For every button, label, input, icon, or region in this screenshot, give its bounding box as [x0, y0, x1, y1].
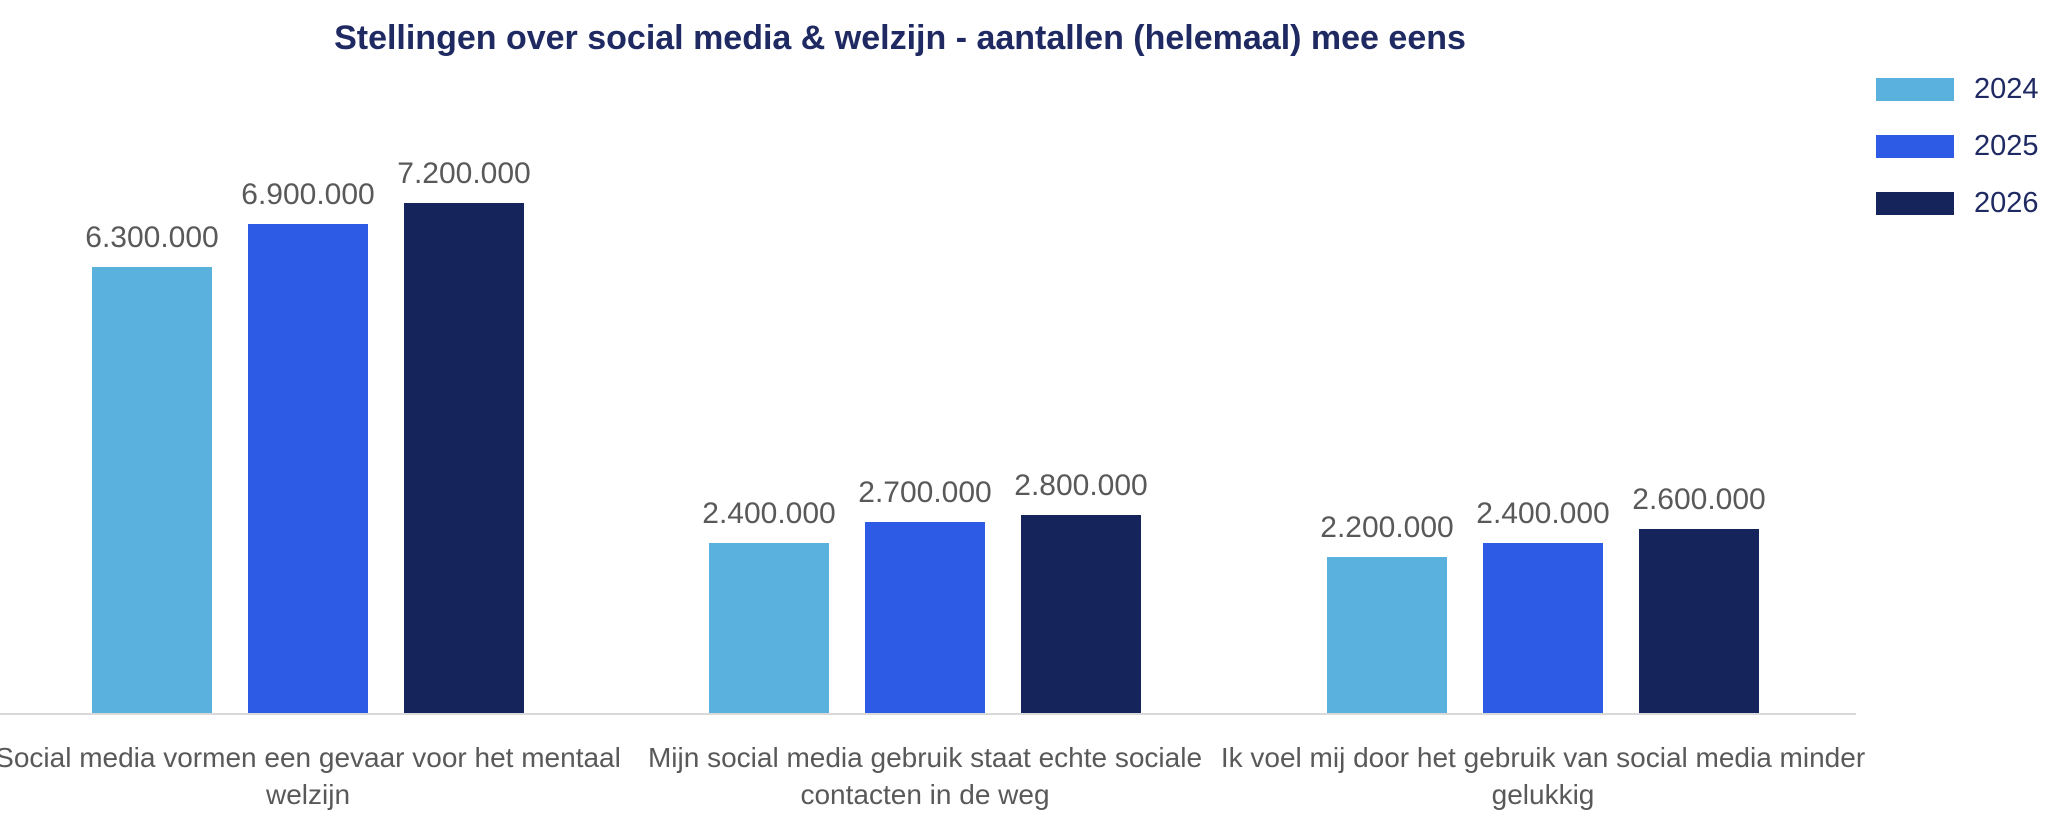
bar-value-label-2024: 6.300.000: [85, 221, 219, 254]
bar-column-2026: 7.200.000: [397, 157, 531, 713]
bar-column-2024: 2.400.000: [702, 497, 836, 713]
legend-item-2025: 2025: [1876, 130, 2039, 162]
bar-value-label-2024: 2.400.000: [702, 497, 836, 530]
legend-label-2025: 2025: [1974, 130, 2039, 162]
bar-value-label-2025: 2.400.000: [1476, 497, 1610, 530]
bar-column-2026: 2.800.000: [1014, 469, 1148, 713]
bar-value-label-2025: 6.900.000: [241, 178, 375, 211]
bar-column-2025: 6.900.000: [241, 178, 375, 713]
bar-value-label-2026: 7.200.000: [397, 157, 531, 190]
chart-title: Stellingen over social media & welzijn -…: [334, 19, 1466, 57]
bar-2024-category-3: [1327, 557, 1447, 713]
bar-2025-category-1: [248, 224, 368, 713]
legend-item-2024: 2024: [1876, 73, 2039, 105]
bar-column-2024: 6.300.000: [85, 221, 219, 713]
legend-item-2026: 2026: [1876, 187, 2039, 219]
x-axis-line: [0, 713, 1856, 715]
bar-column-2025: 2.400.000: [1476, 497, 1610, 713]
bar-column-2026: 2.600.000: [1632, 483, 1766, 713]
bar-value-label-2026: 2.600.000: [1632, 483, 1766, 516]
bar-2024-category-1: [92, 267, 212, 713]
legend-label-2026: 2026: [1974, 187, 2039, 219]
bar-2025-category-3: [1483, 543, 1603, 713]
category-label-1: Social media vormen een gevaar voor het …: [0, 742, 621, 810]
legend-swatch-2024: [1876, 78, 1954, 101]
legend-swatch-2025: [1876, 135, 1954, 158]
bar-2026-category-3: [1639, 529, 1759, 713]
bar-column-2025: 2.700.000: [858, 476, 992, 713]
bar-value-label-2026: 2.800.000: [1014, 469, 1148, 502]
bar-value-label-2024: 2.200.000: [1320, 511, 1454, 544]
bar-value-label-2025: 2.700.000: [858, 476, 992, 509]
legend-swatch-2026: [1876, 192, 1954, 215]
bar-group-1: 6.300.000 6.900.000 7.200.000: [85, 157, 531, 713]
legend: 2024 2025 2026: [1876, 73, 2039, 249]
legend-label-2024: 2024: [1974, 73, 2039, 105]
bar-2026-category-1: [404, 203, 524, 713]
category-label-3: Ik voel mij door het gebruik van social …: [1220, 742, 1866, 810]
bar-2025-category-2: [865, 522, 985, 713]
bar-2026-category-2: [1021, 515, 1141, 713]
category-label-2: Mijn social media gebruik staat echte so…: [647, 742, 1203, 810]
bar-2024-category-2: [709, 543, 829, 713]
bar-column-2024: 2.200.000: [1320, 511, 1454, 713]
bar-group-3: 2.200.000 2.400.000 2.600.000: [1320, 483, 1766, 713]
bar-group-2: 2.400.000 2.700.000 2.800.000: [702, 469, 1148, 713]
